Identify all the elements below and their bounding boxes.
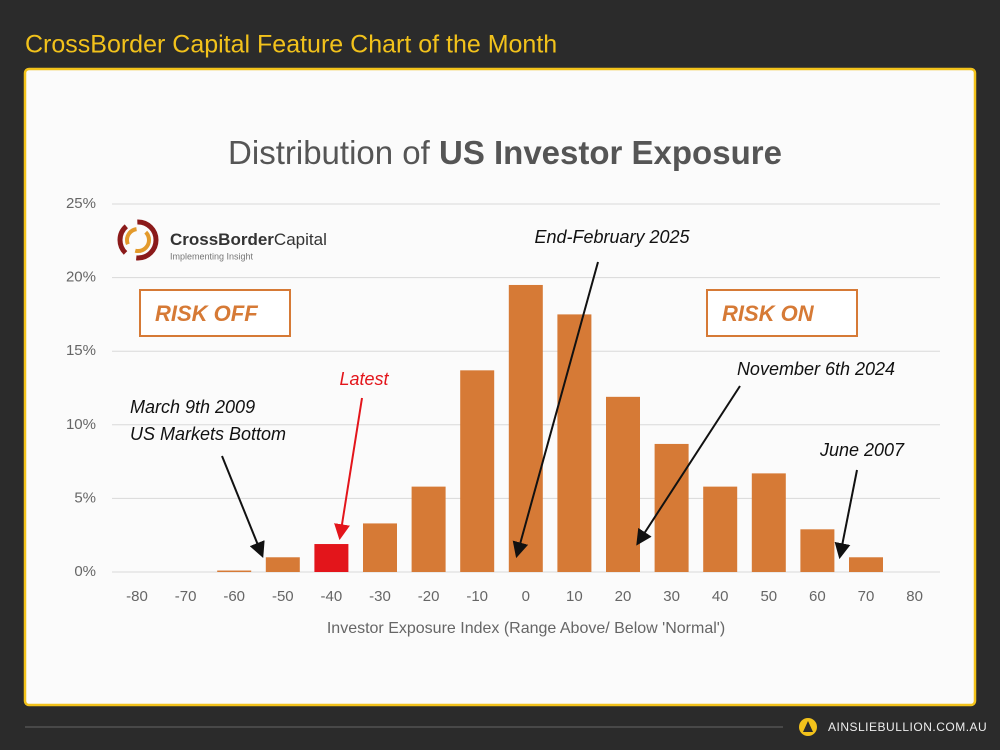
x-tick-label: -30 <box>369 588 391 605</box>
x-tick-label: 80 <box>906 588 923 605</box>
annotation: US Markets Bottom <box>130 424 286 444</box>
annotation-arrow <box>512 261 599 559</box>
logo-name-rest: Capital <box>274 230 327 249</box>
bar <box>460 370 495 572</box>
y-tick-label: 5% <box>74 489 96 506</box>
y-tick-label: 15% <box>66 342 96 359</box>
x-tick-label: 50 <box>760 588 777 605</box>
x-tick-label: -20 <box>418 588 440 605</box>
x-tick-label: 70 <box>858 588 875 605</box>
x-tick-label: 40 <box>712 588 729 605</box>
y-tick-label: 0% <box>74 563 96 580</box>
bar <box>265 557 300 572</box>
logo-name: CrossBorderCapital <box>170 230 327 249</box>
logo-mark <box>117 219 159 261</box>
x-tick-label: -70 <box>175 588 197 605</box>
x-tick-label: -80 <box>126 588 148 605</box>
x-tick-label: 0 <box>522 588 530 605</box>
title-plain: Distribution of <box>228 134 431 171</box>
logo-mark <box>125 227 151 253</box>
bar <box>800 529 835 572</box>
annotation: June 2007 <box>819 440 905 460</box>
x-tick-label: -40 <box>321 588 343 605</box>
footer-logo-mark <box>803 721 813 732</box>
y-tick-label: 10% <box>66 416 96 433</box>
bar <box>363 523 397 572</box>
bar <box>849 557 883 572</box>
bar <box>703 486 738 572</box>
logo: CrossBorderCapital Implementing Insight <box>117 219 327 261</box>
x-tick-label: -10 <box>466 588 488 605</box>
annotation-arrow <box>334 397 363 541</box>
risk-box <box>139 289 291 337</box>
chart-title: Distribution of US Investor Exposure <box>228 134 782 171</box>
bar <box>411 486 446 572</box>
annotation: Latest <box>339 369 389 389</box>
annotation-arrow <box>221 455 265 558</box>
risk-label: RISK OFF <box>155 301 258 326</box>
x-tick-label: 10 <box>566 588 583 605</box>
annotation: November 6th 2024 <box>737 359 895 379</box>
annotation-arrow <box>636 385 741 546</box>
x-tick-label: -60 <box>223 588 245 605</box>
bar <box>557 314 592 572</box>
logo-tagline: Implementing Insight <box>170 251 254 261</box>
logo-name-bold: CrossBorder <box>170 230 274 249</box>
x-tick-label: 60 <box>809 588 826 605</box>
bar <box>314 544 349 572</box>
y-tick-label: 25% <box>66 195 96 212</box>
x-tick-label: 20 <box>615 588 632 605</box>
risk-label: RISK ON <box>722 301 815 326</box>
risk-box <box>706 289 858 337</box>
x-tick-label: -50 <box>272 588 294 605</box>
bar <box>217 570 252 572</box>
bar <box>606 396 640 572</box>
x-axis-label: Investor Exposure Index (Range Above/ Be… <box>327 620 725 637</box>
footer-site: AINSLIEBULLION.COM.AU <box>828 720 987 734</box>
annotation: End-February 2025 <box>534 227 690 247</box>
annotation: March 9th 2009 <box>130 397 255 417</box>
x-tick-label: 30 <box>663 588 680 605</box>
bar <box>751 473 786 572</box>
title-bold: US Investor Exposure <box>439 134 782 171</box>
annotation-arrow <box>834 469 858 560</box>
y-tick-label: 20% <box>66 269 96 286</box>
header-title: CrossBorder Capital Feature Chart of the… <box>25 31 557 59</box>
bar <box>508 284 543 572</box>
